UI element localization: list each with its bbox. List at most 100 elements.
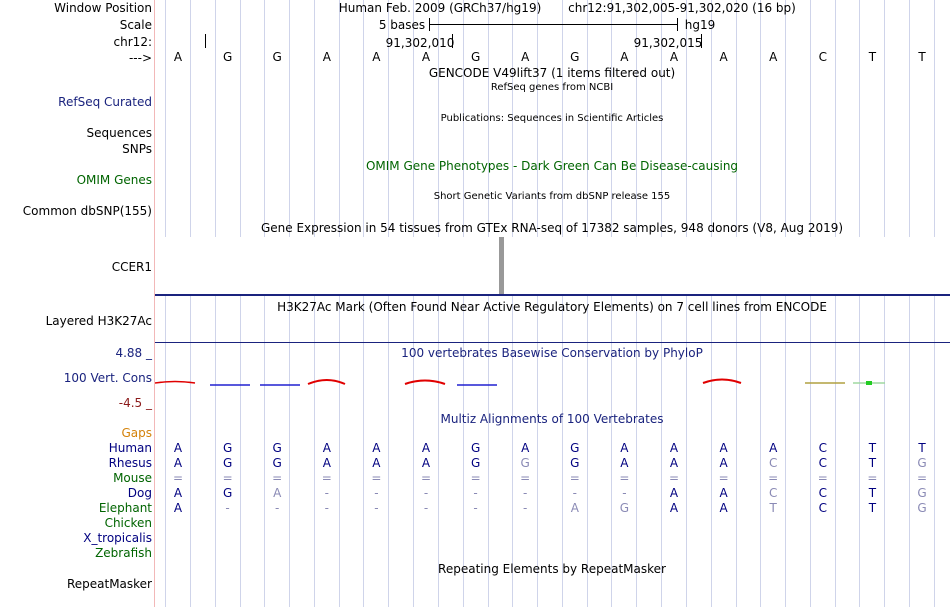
scale-bar <box>429 24 677 25</box>
alignment-base: T <box>868 441 877 455</box>
alignment-base: G <box>570 441 580 455</box>
gtex-gene-bar[interactable] <box>499 237 504 295</box>
gtex-expression-area[interactable] <box>155 237 950 295</box>
grid-line <box>611 0 613 607</box>
position-readout: chr12:91,302,005-91,302,020 (16 bp) <box>568 1 796 15</box>
alignment-base: G <box>222 486 233 500</box>
alignment-base: A <box>769 441 778 455</box>
grid-line <box>586 0 588 607</box>
base-letter: A <box>620 50 629 64</box>
coord-tick <box>452 34 453 48</box>
grid-line <box>859 0 861 607</box>
alignment-base: A <box>273 486 282 500</box>
coord-label-2: 91,302,015 <box>633 36 703 50</box>
species-label[interactable]: Dog <box>127 486 152 500</box>
grid-line <box>512 0 514 607</box>
species-label[interactable]: Zebrafish <box>95 546 152 560</box>
omim-track-title[interactable]: OMIM Gene Phenotypes - Dark Green Can Be… <box>365 159 739 173</box>
base-letter: A <box>521 50 530 64</box>
species-label[interactable]: Chicken <box>104 516 152 530</box>
grid-line <box>735 0 737 607</box>
alignment-base: A <box>620 441 629 455</box>
gencode-track-title[interactable]: GENCODE V49lift37 (1 items filtered out) <box>428 66 676 80</box>
species-label[interactable]: Elephant <box>98 501 152 515</box>
alignment-base: T <box>769 501 777 515</box>
grid-line <box>413 0 414 607</box>
alignment-base: - <box>225 501 230 515</box>
phylop-mark <box>155 380 196 384</box>
grid-line <box>487 0 489 607</box>
alignment-base: G <box>222 456 233 470</box>
species-label[interactable]: Mouse <box>113 471 152 485</box>
scale-bar-left-tick <box>429 18 430 31</box>
repeatmasker-track-title[interactable]: Repeating Elements by RepeatMasker <box>438 562 666 576</box>
grid-line <box>239 0 241 607</box>
phylop-mark <box>702 378 742 384</box>
phylop-mark <box>307 379 346 385</box>
alignment-base: = <box>718 471 729 485</box>
base-letter: A <box>421 50 431 64</box>
snps-label[interactable]: SNPs <box>122 142 152 156</box>
omim-label[interactable]: OMIM Genes <box>76 173 152 187</box>
alignment-base: A <box>719 456 728 470</box>
grid-line <box>264 0 266 607</box>
window-position-label: Window Position <box>54 1 152 15</box>
grid-line <box>785 0 787 607</box>
base-letter: A <box>372 50 381 64</box>
base-letter: A <box>719 50 728 64</box>
alignment-base: A <box>719 501 728 515</box>
phylop-track-title[interactable]: 100 vertebrates Basewise Conservation by… <box>401 346 703 360</box>
alignment-base: G <box>619 501 630 515</box>
alignment-base: = <box>619 471 630 485</box>
gaps-label[interactable]: Gaps <box>121 426 152 440</box>
alignment-base: G <box>272 441 282 455</box>
gtex-track-title[interactable]: Gene Expression in 54 tissues from GTEx … <box>260 221 844 235</box>
chrom-label: chr12: <box>113 35 152 49</box>
grid-line <box>190 0 191 607</box>
refseq-track-title[interactable]: RefSeq genes from NCBI <box>490 82 614 93</box>
species-label[interactable]: Rhesus <box>108 456 152 470</box>
gtex-label[interactable]: CCER1 <box>111 260 152 274</box>
phylop-mark <box>404 379 446 385</box>
dbsnp-track-title[interactable]: Short Genetic Variants from dbSNP releas… <box>433 191 671 202</box>
track-image-area[interactable]: Human Feb. 2009 (GRCh37/hg19) chr12:91,3… <box>155 0 950 607</box>
alignment-base: - <box>423 486 429 500</box>
repeatmasker-label[interactable]: RepeatMasker <box>66 577 152 591</box>
coord-label-1: 91,302,010 <box>385 36 455 50</box>
alignment-base: G <box>470 456 481 470</box>
grid-line <box>636 0 638 607</box>
alignment-base: A <box>620 456 629 470</box>
grid-line <box>165 0 166 607</box>
sequences-label[interactable]: Sequences <box>86 126 152 140</box>
multiz-track-title[interactable]: Multiz Alignments of 100 Vertebrates <box>440 412 664 426</box>
grid-line <box>561 0 563 607</box>
base-letter: A <box>669 50 679 64</box>
base-letter: T <box>868 50 877 64</box>
species-label[interactable]: Human <box>108 441 152 455</box>
alignment-base: - <box>275 501 280 515</box>
alignment-base: A <box>372 441 381 455</box>
alignment-base: - <box>374 501 379 515</box>
alignment-base: = <box>222 471 233 485</box>
alignment-base: = <box>321 471 332 485</box>
alignment-base: - <box>523 486 528 500</box>
grid-line <box>363 0 365 607</box>
alignment-base: = <box>470 471 481 485</box>
assembly-title: Human Feb. 2009 (GRCh37/hg19) <box>338 1 542 15</box>
h3k27ac-track-title[interactable]: H3K27Ac Mark (Often Found Near Active Re… <box>277 300 827 314</box>
alignment-base: A <box>173 501 183 515</box>
base-letter: G <box>222 50 233 64</box>
h3k27ac-label[interactable]: Layered H3K27Ac <box>45 314 152 328</box>
grid-line <box>537 0 539 607</box>
publications-track-title[interactable]: Publications: Sequences in Scientific Ar… <box>440 113 664 124</box>
alignment-base: = <box>916 471 928 485</box>
phylop-label[interactable]: 100 Vert. Cons <box>63 371 152 385</box>
dbsnp-label[interactable]: Common dbSNP(155) <box>22 204 152 218</box>
phylop-wiggle[interactable] <box>155 370 950 394</box>
species-label[interactable]: X_tropicalis <box>83 531 152 545</box>
alignment-base: - <box>374 486 379 500</box>
base-letter: G <box>272 50 282 64</box>
alignment-base: C <box>818 441 827 455</box>
refseq-label[interactable]: RefSeq Curated <box>58 95 152 109</box>
alignment-base: A <box>719 486 728 500</box>
